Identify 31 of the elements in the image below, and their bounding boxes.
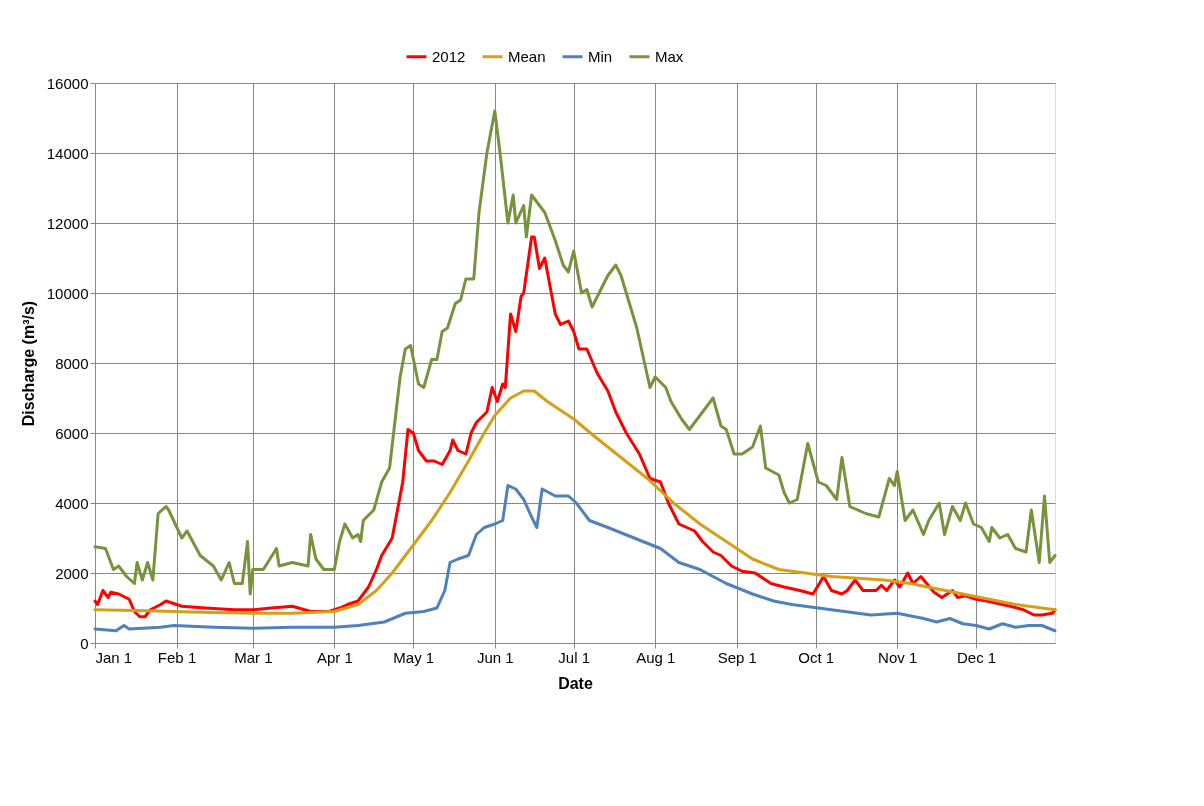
x-tick-label: Jun 1 xyxy=(476,648,514,666)
x-axis-title: Date xyxy=(558,674,593,692)
y-tick-label: 16000 xyxy=(46,74,89,92)
x-tick-label: Apr 1 xyxy=(316,648,353,666)
legend-label: Max xyxy=(655,47,684,65)
x-tick-label: Mar 1 xyxy=(234,648,273,666)
x-tick-label: Nov 1 xyxy=(878,648,918,666)
x-tick-label: Aug 1 xyxy=(636,648,676,666)
legend-label: 2012 xyxy=(432,47,466,65)
x-tick-label: Feb 1 xyxy=(157,648,197,666)
line-series xyxy=(93,235,1057,619)
y-tick-label: 12000 xyxy=(46,214,89,232)
y-axis-title: Discharge (m³/s) xyxy=(19,300,37,427)
x-tick-label: Oct 1 xyxy=(798,648,835,666)
legend-label: Min xyxy=(588,47,613,65)
y-tick-label: 8000 xyxy=(55,354,89,372)
y-tick-label: 2000 xyxy=(55,564,89,582)
y-tick-label: 10000 xyxy=(46,284,89,302)
x-tick-label: May 1 xyxy=(393,648,435,666)
y-tick-label: 0 xyxy=(80,634,89,652)
y-tick-label: 6000 xyxy=(55,424,89,442)
x-tick-label: Dec 1 xyxy=(957,648,997,666)
x-tick-label: Sep 1 xyxy=(717,648,757,666)
legend-label: Mean xyxy=(508,47,546,65)
line-series xyxy=(93,109,1057,596)
y-tick-label: 4000 xyxy=(55,494,89,512)
line-series xyxy=(93,484,1057,633)
y-tick-label: 14000 xyxy=(46,144,89,162)
x-tick-label: Jul 1 xyxy=(558,648,591,666)
x-tick-label: Jan 1 xyxy=(95,648,133,666)
line-series xyxy=(93,389,1057,615)
